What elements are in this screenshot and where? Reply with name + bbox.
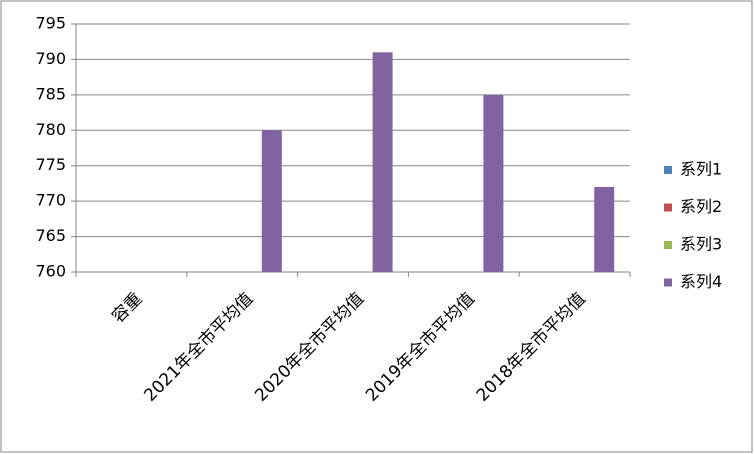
- bar: [594, 186, 615, 272]
- y-tick-label: 770: [35, 191, 66, 210]
- bar: [372, 52, 393, 272]
- legend-swatch: [664, 278, 672, 287]
- y-tick-label: 785: [35, 84, 66, 103]
- legend-label: 系列3: [680, 235, 722, 254]
- y-tick-label: 790: [35, 49, 66, 68]
- y-tick-label: 780: [35, 120, 66, 139]
- legend-swatch: [664, 166, 672, 174]
- y-tick-label: 760: [35, 262, 66, 281]
- y-tick-label: 795: [35, 14, 66, 33]
- legend-swatch: [664, 241, 672, 249]
- legend-label: 系列4: [680, 272, 722, 291]
- y-tick-label: 775: [35, 155, 66, 174]
- y-tick-label: 765: [35, 226, 66, 245]
- legend-label: 系列2: [680, 197, 722, 216]
- legend-swatch: [664, 203, 672, 212]
- bar: [261, 130, 282, 272]
- bar: [483, 94, 504, 272]
- legend-label: 系列1: [680, 160, 722, 179]
